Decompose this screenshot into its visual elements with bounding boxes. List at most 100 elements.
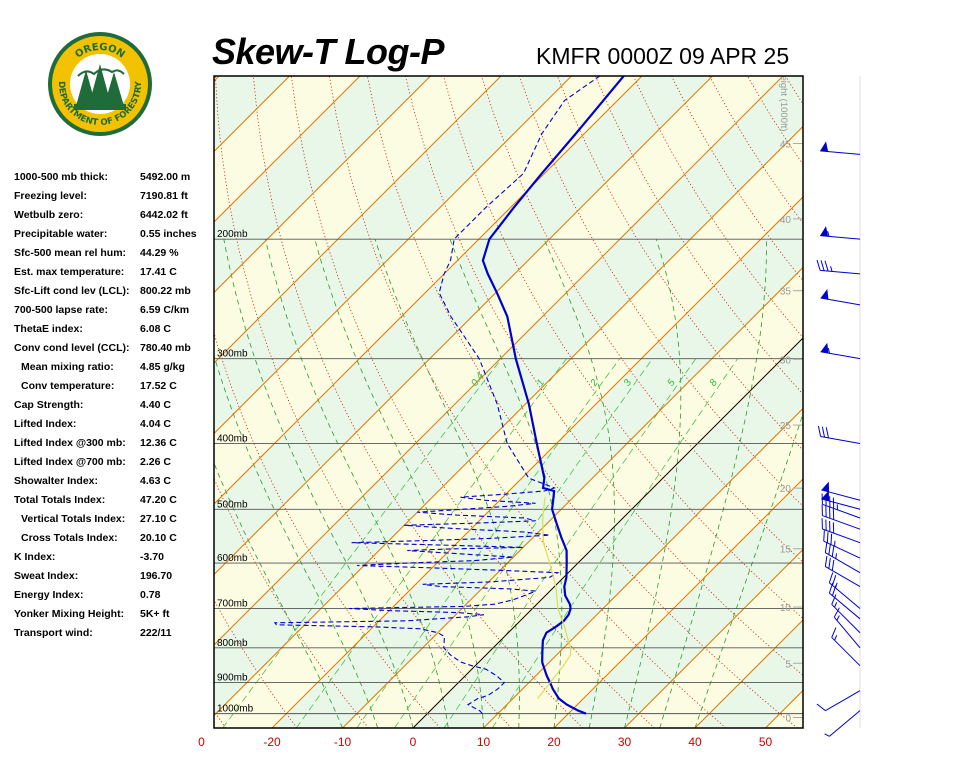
index-label: Freezing level: xyxy=(14,190,87,202)
index-label: Est. max temperature: xyxy=(14,266,125,278)
wind-barb xyxy=(820,141,861,155)
wind-barb xyxy=(831,594,861,634)
index-label: Total Totals Index: xyxy=(14,494,106,506)
index-value: 196.70 xyxy=(140,570,173,582)
chart-title: Skew-T Log-P xyxy=(212,31,445,72)
isotherm xyxy=(214,76,502,364)
index-row: Cross Totals Index: 20.10 C xyxy=(14,529,214,548)
index-label: Conv temperature: xyxy=(21,380,115,392)
mixing-ratio-label: 1 xyxy=(535,378,547,389)
moist-adiabat xyxy=(374,238,520,728)
wind-barb xyxy=(821,481,861,501)
index-value: 20.10 C xyxy=(140,532,177,544)
wind-barb xyxy=(820,289,861,306)
height-tick-label: 30 xyxy=(780,355,792,366)
index-row: Wetbulb zero: 6442.02 ft xyxy=(14,206,214,225)
pressure-label: 800mb xyxy=(217,638,248,649)
dry-adiabat xyxy=(214,331,441,728)
index-label: Vertical Totals Index: xyxy=(21,513,126,525)
height-tick-label: 10 xyxy=(780,603,792,614)
wind-barb xyxy=(821,504,861,530)
mixing-ratio-line xyxy=(356,358,620,728)
index-value: -3.70 xyxy=(140,551,164,563)
pressure-label: 500mb xyxy=(217,499,248,510)
isotherm xyxy=(214,76,431,294)
index-row: ThetaE index: 6.08 C xyxy=(14,320,214,339)
moist-adiabat xyxy=(543,238,615,728)
x-tick-label: 50 xyxy=(759,735,773,749)
wind-barbs xyxy=(816,141,861,737)
wind-barb xyxy=(816,259,861,275)
moist-adiabat xyxy=(449,238,563,728)
index-value: 47.20 C xyxy=(140,494,177,506)
svg-text:OREGON: OREGON xyxy=(73,42,126,61)
mixing-ratio-line xyxy=(394,358,653,728)
wind-barb xyxy=(820,342,861,360)
index-row: Showalter Index: 4.63 C xyxy=(14,472,214,491)
index-label: Lifted Index @300 mb: xyxy=(14,437,126,449)
index-value: 17.52 C xyxy=(140,380,177,392)
index-label: Lifted Index: xyxy=(14,418,77,430)
isotherm xyxy=(483,407,803,728)
isotherm-band xyxy=(214,76,803,716)
dry-adiabat xyxy=(938,76,960,728)
isotherm xyxy=(214,76,784,646)
dry-adiabat xyxy=(785,76,803,105)
index-value: 0.55 inches xyxy=(140,228,197,240)
index-value: 6.59 C/km xyxy=(140,304,190,316)
index-label: ThetaE index: xyxy=(14,323,83,335)
index-value: 5492.00 m xyxy=(140,171,191,183)
index-value: 4.04 C xyxy=(140,418,171,430)
pressure-label: 900mb xyxy=(217,673,248,684)
index-value: 7190.81 ft xyxy=(140,190,188,202)
isotherm xyxy=(214,76,572,435)
height-tick-label: 35 xyxy=(780,287,792,298)
tree-icon xyxy=(74,64,126,110)
index-value: 44.29 % xyxy=(140,247,179,259)
moist-adiabat xyxy=(223,239,414,728)
index-row: Conv temperature: 17.52 C xyxy=(14,377,214,396)
mixing-ratio-line xyxy=(222,358,502,728)
mixing-ratio-line xyxy=(296,358,567,728)
index-value: 222/11 xyxy=(140,627,172,639)
dry-adiabat xyxy=(14,76,154,728)
index-row: Mean mixing ratio: 4.85 g/kg xyxy=(14,358,214,377)
x-tick-label: 30 xyxy=(618,735,632,749)
sounding-indices-panel: 1000-500 mb thick: 5492.00 m Freezing leve… xyxy=(14,168,214,643)
height-tick-label: 5 xyxy=(785,659,791,670)
dry-adiabat xyxy=(823,76,960,728)
isotherm xyxy=(214,76,220,82)
height-tick-label: 45 xyxy=(780,140,792,151)
index-label: Sweat Index: xyxy=(14,570,79,582)
dry-adiabat xyxy=(329,76,727,728)
dry-adiabat xyxy=(900,76,960,728)
index-row: Sweat Index: 196.70 xyxy=(14,567,214,586)
isotherm xyxy=(271,196,803,728)
wind-barb xyxy=(833,607,861,649)
height-tick-label: 50 xyxy=(780,60,792,71)
height-tick-label: 20 xyxy=(780,484,792,495)
station-time: KMFR 0000Z 09 APR 25 xyxy=(536,43,790,69)
index-row: Total Totals Index: 47.20 C xyxy=(14,491,214,510)
index-label: Transport wind: xyxy=(14,627,93,639)
isotherm xyxy=(836,76,960,728)
index-value: 780.40 mb xyxy=(140,342,191,354)
index-value: 4.40 C xyxy=(140,399,171,411)
index-value: 27.10 C xyxy=(140,513,177,525)
x-tick-label: 20 xyxy=(547,735,561,749)
x-tick-label: 0 xyxy=(198,735,205,749)
wind-barb xyxy=(823,530,861,559)
index-row: 1000-500 mb thick: 5492.00 m xyxy=(14,168,214,187)
mixing-ratio-line xyxy=(492,358,738,728)
dry-adiabat xyxy=(405,76,803,676)
index-label: 700-500 lapse rate: xyxy=(14,304,108,316)
index-value: 0.78 xyxy=(140,589,161,601)
index-label: K Index: xyxy=(14,551,56,563)
wind-barb xyxy=(821,518,861,544)
index-row: Precipitable water: 0.55 inches xyxy=(14,225,214,244)
index-value: 4.85 g/kg xyxy=(140,361,185,373)
isotherm xyxy=(624,548,803,728)
index-value: 5K+ ft xyxy=(140,608,170,620)
index-row: Cap Strength: 4.40 C xyxy=(14,396,214,415)
